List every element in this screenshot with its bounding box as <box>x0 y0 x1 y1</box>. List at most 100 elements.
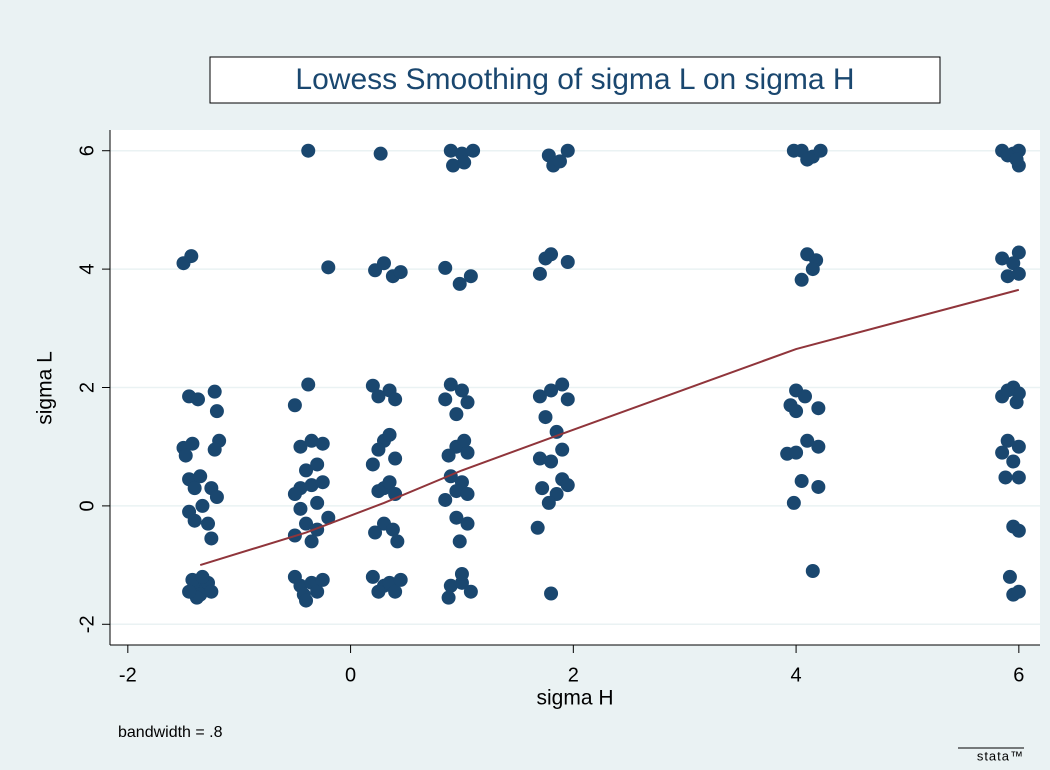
scatter-point <box>998 470 1013 485</box>
scatter-point <box>376 256 391 271</box>
scatter-point <box>190 392 205 407</box>
watermark: stata™ <box>977 748 1024 763</box>
scatter-point <box>1000 269 1015 284</box>
scatter-point <box>293 439 308 454</box>
scatter-point <box>287 487 302 502</box>
scatter-point <box>560 143 575 158</box>
y-axis-label: sigma L <box>34 351 57 425</box>
scatter-point <box>301 377 316 392</box>
scatter-point <box>544 586 559 601</box>
scatter-point <box>805 262 820 277</box>
scatter-point <box>452 534 467 549</box>
scatter-point <box>301 143 316 158</box>
x-tick-label: 4 <box>791 664 802 686</box>
scatter-point <box>449 510 464 525</box>
scatter-point <box>794 474 809 489</box>
scatter-point <box>207 442 222 457</box>
scatter-point <box>786 495 801 510</box>
scatter-point <box>552 154 567 169</box>
y-tick-label: 4 <box>76 264 98 275</box>
scatter-point <box>388 392 403 407</box>
scatter-point <box>544 247 559 262</box>
scatter-point <box>209 404 224 419</box>
scatter-point <box>299 463 314 478</box>
scatter-point <box>304 433 319 448</box>
scatter-point <box>368 525 383 540</box>
scatter-point <box>390 534 405 549</box>
scatter-point <box>204 531 219 546</box>
scatter-point <box>813 143 828 158</box>
scatter-point <box>1006 256 1021 271</box>
scatter-point <box>438 392 453 407</box>
scatter-point <box>449 484 464 499</box>
scatter-point <box>555 442 570 457</box>
scatter-point <box>204 584 219 599</box>
scatter-point <box>195 498 210 513</box>
scatter-point <box>460 516 475 531</box>
scatter-point <box>532 451 547 466</box>
scatter-point <box>460 487 475 502</box>
scatter-point <box>185 436 200 451</box>
scatter-point <box>293 501 308 516</box>
scatter-point <box>454 566 469 581</box>
scatter-point <box>438 492 453 507</box>
scatter-point <box>805 564 820 579</box>
scatter-point <box>365 457 380 472</box>
scatter-point <box>800 152 815 167</box>
scatter-point <box>310 457 325 472</box>
scatter-point <box>811 439 826 454</box>
scatter-point <box>443 143 458 158</box>
scatter-point <box>315 475 330 490</box>
scatter-point <box>454 383 469 398</box>
title-box <box>209 56 941 104</box>
scatter-point <box>441 448 456 463</box>
scatter-point <box>182 504 197 519</box>
scatter-point <box>466 143 481 158</box>
scatter-point <box>452 276 467 291</box>
scatter-point <box>443 377 458 392</box>
y-tick-label: 2 <box>76 382 98 393</box>
scatter-point <box>393 572 408 587</box>
scatter-point <box>532 389 547 404</box>
scatter-point <box>449 407 464 422</box>
scatter-point <box>178 448 193 463</box>
scatter-point <box>393 265 408 280</box>
scatter-point <box>388 584 403 599</box>
scatter-point <box>794 272 809 287</box>
scatter-point <box>463 269 478 284</box>
scatter-point <box>541 495 556 510</box>
scatter-point <box>538 410 553 425</box>
scatter-point <box>789 445 804 460</box>
scatter-point <box>1011 523 1026 538</box>
scatter-point <box>365 378 380 393</box>
scatter-point <box>446 158 461 173</box>
scatter-point <box>811 401 826 416</box>
scatter-point <box>385 522 400 537</box>
scatter-point <box>530 520 545 535</box>
scatter-point <box>304 478 319 493</box>
scatter-point <box>195 569 210 584</box>
scatter-point <box>315 436 330 451</box>
scatter-point <box>1000 433 1015 448</box>
scatter-point <box>457 433 472 448</box>
scatter-point <box>1011 439 1026 454</box>
scatter-point <box>1011 470 1026 485</box>
scatter-point <box>544 454 559 469</box>
scatter-point <box>382 475 397 490</box>
scatter-point <box>457 155 472 170</box>
scatter-point <box>535 481 550 496</box>
scatter-point <box>555 377 570 392</box>
scatter-point <box>187 481 202 496</box>
scatter-point <box>560 392 575 407</box>
scatter-point <box>201 516 216 531</box>
scatter-point <box>365 569 380 584</box>
scatter-point <box>182 584 197 599</box>
scatter-point <box>443 578 458 593</box>
scatter-point <box>438 260 453 275</box>
scatter-point <box>1011 584 1026 599</box>
chart-title: Lowess Smoothing of sigma L on sigma H <box>295 63 854 96</box>
scatter-point <box>207 384 222 399</box>
scatter-point <box>209 490 224 505</box>
scatter-point <box>315 572 330 587</box>
